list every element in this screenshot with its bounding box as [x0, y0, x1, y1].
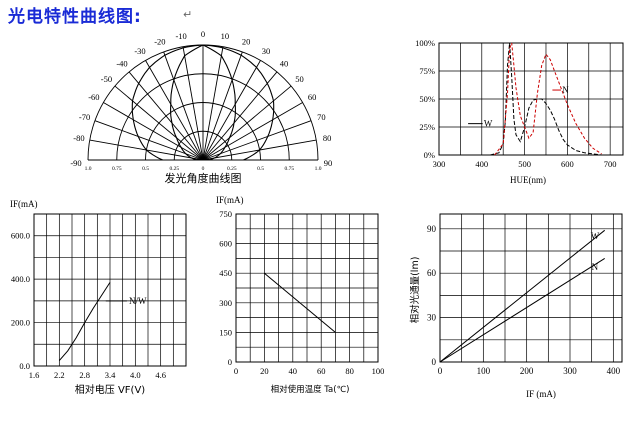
polar-ring — [173, 130, 233, 161]
polar-angle-label: -20 — [154, 37, 165, 47]
x-tick-label: 500 — [518, 159, 531, 169]
x-tick-label: 100 — [372, 366, 385, 376]
polar-xlabel: 发光角度曲线图 — [165, 171, 242, 185]
y-tick-label: 90 — [427, 224, 437, 234]
polar-radial-tick: 0.75 — [284, 166, 294, 172]
x-tick-label: 60 — [317, 366, 326, 376]
plot-frame — [33, 213, 187, 367]
polar-series-narrow — [170, 44, 236, 161]
x-tick-label: 40 — [289, 366, 298, 376]
x-tick-label: 4.0 — [130, 370, 141, 380]
polar-angle-label: 50 — [295, 74, 304, 84]
x-tick-label: 600 — [561, 159, 574, 169]
y-tick-label: 400.0 — [11, 274, 30, 284]
y-tick-label: 100% — [415, 38, 435, 48]
x-tick-label: 200 — [520, 366, 534, 376]
polar-angle-label: 60 — [308, 92, 317, 102]
x-tick-label: 300 — [433, 159, 446, 169]
y-tick-label: 75% — [419, 66, 435, 76]
ivf-legend-label: N/W — [129, 296, 147, 306]
polar-ring — [145, 102, 261, 161]
y-tick-label: 600.0 — [11, 231, 30, 241]
y-tick-label: 150 — [219, 327, 232, 337]
ivf-title: IF(mA) — [10, 199, 38, 209]
polar-angle-label: 0 — [201, 29, 205, 39]
polar-ring — [116, 73, 290, 161]
y-tick-label: 450 — [219, 268, 232, 278]
x-tick-label: 2.2 — [54, 370, 65, 380]
polar-radial-tick: 0.5 — [257, 166, 264, 172]
flux-xlabel: IF (mA) — [526, 389, 556, 399]
y-tick-label: 25% — [419, 122, 435, 132]
polar-angle-label: -40 — [116, 58, 127, 68]
spectrum-xlabel: HUE(nm) — [510, 175, 546, 185]
flux-series-n — [439, 257, 605, 363]
x-tick-label: 100 — [477, 366, 491, 376]
x-tick-label: 4.6 — [155, 370, 166, 380]
polar-angle-label: -80 — [73, 133, 84, 143]
polar-angle-label: -70 — [79, 112, 90, 122]
x-tick-label: 400 — [607, 366, 621, 376]
ita-series-line — [264, 272, 336, 333]
plot-frame — [235, 213, 379, 363]
y-tick-label: 0 — [228, 357, 232, 367]
polar-radial-tick: 0.75 — [112, 166, 122, 172]
x-tick-label: 1.6 — [29, 370, 40, 380]
page-title: 光电特性曲线图: — [8, 7, 142, 27]
y-tick-label: 200.0 — [11, 318, 30, 328]
polar-angle-label: 70 — [317, 112, 326, 122]
flux-label-w: W — [591, 231, 600, 241]
ivf-series-line — [58, 282, 111, 361]
x-tick-label: 700 — [604, 159, 617, 169]
polar-angle-label: -90 — [70, 158, 81, 168]
legend-label-w: W — [484, 119, 493, 129]
flux-series-w — [439, 229, 606, 363]
polar-radial-tick: 0 — [202, 166, 205, 172]
polar-radial-tick: 0.5 — [142, 166, 149, 172]
x-tick-label: 2.8 — [79, 370, 90, 380]
x-tick-label: 0 — [438, 366, 443, 376]
x-tick-label: 400 — [475, 159, 488, 169]
x-tick-label: 300 — [563, 366, 577, 376]
x-tick-label: 0 — [234, 366, 238, 376]
return-mark: ↵ — [183, 8, 193, 21]
spectrum-series-w — [490, 42, 602, 156]
polar-angle-label: 90 — [324, 158, 333, 168]
y-tick-label: 0.0 — [19, 361, 30, 371]
polar-angle-label: -30 — [134, 46, 145, 56]
polar-angle-label: -50 — [101, 74, 112, 84]
polar-angle-label: 30 — [262, 46, 271, 56]
x-tick-label: 20 — [260, 366, 269, 376]
flux-label-n: N — [592, 262, 599, 272]
polar-radial-tick: 0.25 — [169, 166, 179, 172]
polar-angle-label: 20 — [242, 37, 251, 47]
legend-label-n: N — [562, 85, 569, 95]
y-tick-label: 30 — [427, 313, 437, 323]
y-tick-label: 0 — [432, 357, 437, 367]
polar-angle-label: -10 — [175, 31, 186, 41]
y-tick-label: 750 — [219, 209, 232, 219]
polar-angle-label: 10 — [221, 31, 230, 41]
y-tick-label: 60 — [427, 268, 437, 278]
polar-angle-label: 80 — [323, 133, 332, 143]
x-tick-label: 3.4 — [105, 370, 116, 380]
x-tick-label: 80 — [345, 366, 354, 376]
ivf-xlabel: 相对电压 VF(V) — [75, 383, 146, 396]
ita-xlabel: 相对使用温度 Ta(℃) — [271, 384, 350, 395]
y-tick-label: 600 — [219, 239, 232, 249]
polar-radial-tick: 0.25 — [227, 166, 237, 172]
spectrum-series-n — [494, 42, 602, 156]
flux-ylabel: 相对光通量(lm) — [409, 257, 421, 324]
y-tick-label: 50% — [419, 94, 435, 104]
polar-angle-label: -60 — [88, 92, 99, 102]
polar-radial-tick: 1.0 — [85, 166, 92, 172]
y-tick-label: 300 — [219, 298, 232, 308]
plot-frame — [438, 42, 624, 156]
plot-frame — [439, 213, 623, 363]
polar-angle-label: 40 — [280, 58, 289, 68]
y-tick-label: 0% — [424, 150, 435, 160]
polar-radial-tick: 1.0 — [315, 166, 322, 172]
ita-title: IF(mA) — [216, 195, 244, 205]
